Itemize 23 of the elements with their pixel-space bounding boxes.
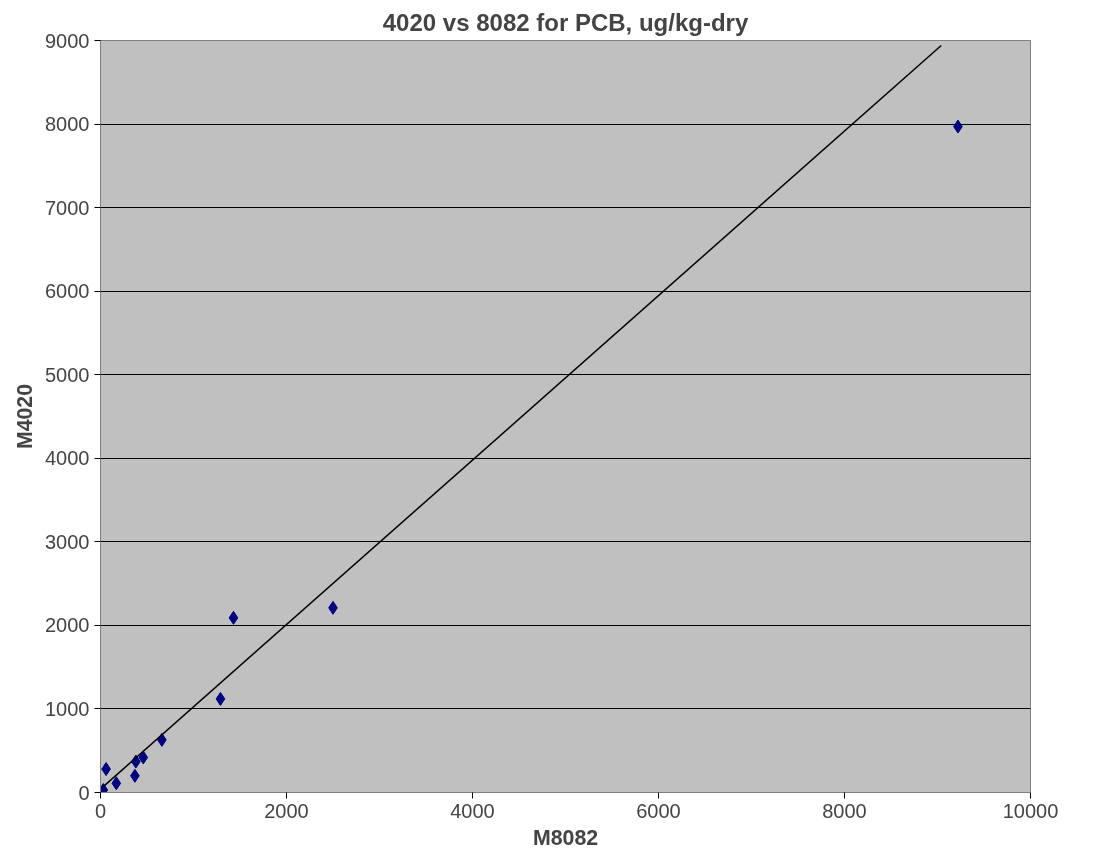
x-tick-label: 10000 [1002,799,1059,822]
y-tick-label: 4000 [45,447,90,470]
y-tick-label: 3000 [45,530,90,553]
x-tick-label: 0 [94,799,107,822]
x-axis-title: M8082 [532,825,599,850]
x-tick-label: 6000 [636,799,681,822]
x-tick-label: 2000 [264,799,309,822]
y-tick-label: 6000 [45,280,90,303]
x-tick-label: 4000 [450,799,495,822]
point [138,750,149,765]
y-tick-label: 7000 [45,196,90,219]
chart-title: 4020 vs 8082 for PCB, ug/kg-dry [382,8,749,36]
point [215,691,226,706]
y-tick-label: 1000 [45,697,90,720]
y-tick-label: 2000 [45,614,90,637]
point [111,776,122,791]
y-axis-title: M4020 [13,383,38,450]
y-tick-label: 5000 [45,363,90,386]
point [228,610,239,625]
y-tick-label: 9000 [45,29,90,52]
y-tick-label: 0 [78,781,90,804]
y-tick-label: 8000 [45,113,90,136]
x-tick-label: 8000 [822,799,867,822]
